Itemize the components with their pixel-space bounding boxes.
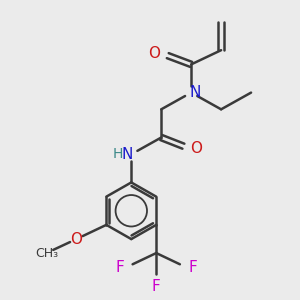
Text: H: H	[112, 147, 123, 161]
Text: O: O	[70, 232, 83, 247]
Text: F: F	[116, 260, 124, 275]
Text: O: O	[190, 141, 202, 156]
Text: F: F	[152, 279, 161, 294]
Text: N: N	[190, 85, 201, 100]
Text: CH₃: CH₃	[35, 247, 58, 260]
Text: N: N	[122, 147, 133, 162]
Text: F: F	[188, 260, 197, 275]
Text: O: O	[148, 46, 160, 61]
